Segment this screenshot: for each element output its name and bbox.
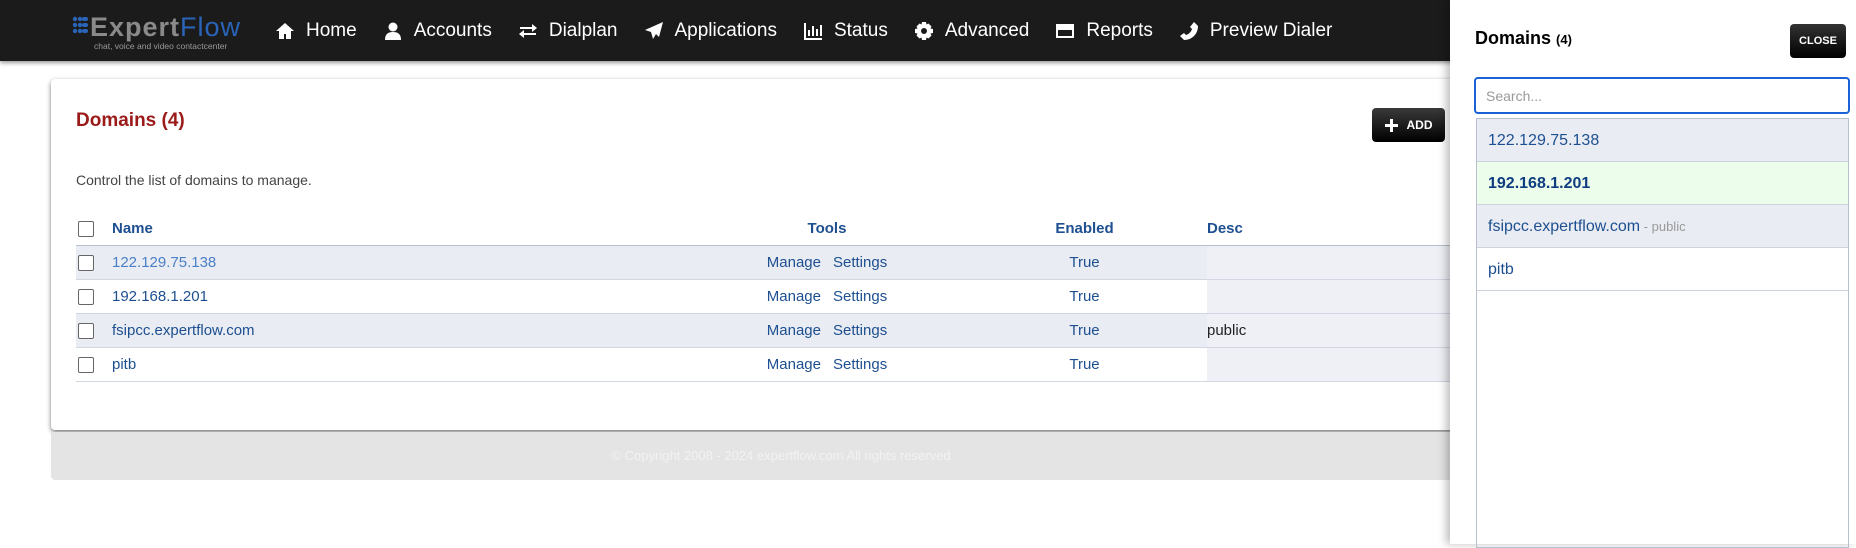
domains-table: Name Tools Enabled Desc 122.129.75.138 M… — [76, 213, 1476, 382]
domain-list: 122.129.75.138 192.168.1.201 fsipcc.expert… — [1476, 118, 1849, 548]
domain-list-item[interactable]: fsipcc.expertflow.com - public — [1477, 205, 1848, 248]
settings-link[interactable]: Settings — [833, 253, 888, 271]
nav-advanced[interactable]: Advanced — [914, 19, 1030, 42]
table-header: Name Tools Enabled Desc — [76, 213, 1476, 246]
phone-icon — [1179, 21, 1198, 40]
domain-list-item[interactable]: 122.129.75.138 — [1477, 119, 1848, 162]
close-button[interactable]: CLOSE — [1790, 24, 1846, 58]
domain-name-link[interactable]: 122.129.75.138 — [112, 253, 217, 271]
table-row: 122.129.75.138 Manage Settings True — [76, 245, 1476, 280]
enabled-value: True — [962, 347, 1207, 382]
nav-home[interactable]: Home — [275, 20, 357, 42]
table-row: fsipcc.expertflow.com Manage Settings Tru… — [76, 313, 1476, 348]
col-name[interactable]: Name — [112, 213, 692, 246]
settings-link[interactable]: Settings — [833, 287, 888, 305]
description-value — [1207, 347, 1476, 382]
manage-link[interactable]: Manage — [766, 287, 821, 305]
nav-label: Accounts — [413, 19, 492, 41]
nav-dialplan[interactable]: Dialplan — [518, 20, 618, 42]
panel-title-text: Domains — [1475, 28, 1552, 48]
manage-link[interactable]: Manage — [766, 321, 821, 339]
nav-label: Advanced — [944, 19, 1030, 41]
domain-item-name: fsipcc.expertflow.com — [1488, 218, 1641, 235]
domain-name-link[interactable]: pitb — [112, 355, 137, 373]
domain-list-item[interactable]: 192.168.1.201 — [1477, 162, 1848, 205]
nav-accounts[interactable]: Accounts — [383, 20, 492, 42]
nav-label: Status — [833, 19, 888, 41]
footer-copyright: © Copyright 2008 - 2024 expertflow.com A… — [51, 432, 1511, 480]
panel-title: Domains (4) — [1475, 28, 1572, 49]
domain-name-link[interactable]: 192.168.1.201 — [112, 287, 208, 305]
table-row: 192.168.1.201 Manage Settings True — [76, 279, 1476, 314]
enabled-value: True — [962, 313, 1207, 348]
nav-label: Applications — [674, 19, 777, 41]
nav-status[interactable]: Status — [803, 20, 888, 42]
manage-link[interactable]: Manage — [766, 253, 821, 271]
domain-item-name: 122.129.75.138 — [1488, 132, 1600, 149]
domains-card: Domains (4) ADD Control the list of doma… — [51, 79, 1511, 430]
main-menu: Home Accounts Dialplan Applications Stat… — [275, 0, 1332, 61]
select-all-checkbox[interactable] — [78, 221, 94, 238]
gear-icon — [914, 21, 933, 40]
bar-chart-icon — [803, 22, 822, 40]
domain-item-name: pitb — [1488, 261, 1514, 278]
col-enabled[interactable]: Enabled — [962, 213, 1207, 246]
domain-list-item[interactable]: pitb — [1477, 248, 1848, 291]
logo-text-expert: Expert — [90, 12, 181, 42]
domain-item-name: 192.168.1.201 — [1488, 175, 1591, 192]
plus-icon — [1384, 118, 1398, 132]
page-description: Control the list of domains to manage. — [76, 172, 312, 188]
page-title: Domains (4) — [76, 110, 185, 131]
domain-selector-panel: Domains (4) CLOSE 122.129.75.138 192.168.… — [1450, 0, 1856, 548]
exchange-icon — [518, 23, 537, 38]
nav-label: Dialplan — [548, 19, 618, 41]
domain-search-input[interactable] — [1474, 77, 1850, 114]
nav-label: Reports — [1086, 19, 1153, 41]
domain-item-desc: - public — [1640, 219, 1686, 234]
row-checkbox[interactable] — [78, 322, 94, 339]
enabled-value: True — [962, 245, 1207, 280]
user-icon — [384, 22, 401, 40]
nav-applications[interactable]: Applications — [644, 20, 777, 42]
paper-plane-icon — [644, 21, 663, 39]
enabled-value: True — [962, 279, 1207, 314]
nav-preview-dialer[interactable]: Preview Dialer — [1179, 20, 1332, 42]
add-label: ADD — [1406, 118, 1433, 132]
description-value — [1207, 245, 1476, 280]
row-checkbox[interactable] — [78, 356, 94, 373]
manage-link[interactable]: Manage — [766, 355, 821, 373]
nav-label: Preview Dialer — [1209, 19, 1333, 41]
col-description[interactable]: Desc — [1207, 213, 1476, 246]
logo-dots-icon — [72, 16, 88, 34]
row-checkbox[interactable] — [78, 288, 94, 305]
row-checkbox[interactable] — [78, 254, 94, 271]
description-value: public — [1207, 313, 1476, 348]
logo-tagline: chat, voice and video contactcenter — [94, 41, 228, 51]
home-icon — [276, 22, 294, 39]
nav-reports[interactable]: Reports — [1055, 20, 1153, 42]
col-tools: Tools — [692, 213, 962, 246]
settings-link[interactable]: Settings — [833, 355, 888, 373]
domain-name-link[interactable]: fsipcc.expertflow.com — [112, 321, 255, 339]
logo-text-flow: Flow — [180, 12, 242, 42]
add-domain-button[interactable]: ADD — [1372, 108, 1445, 142]
card-icon — [1056, 23, 1075, 38]
description-value — [1207, 279, 1476, 314]
settings-link[interactable]: Settings — [833, 321, 888, 339]
table-row: pitb Manage Settings True — [76, 347, 1476, 382]
panel-count: (4) — [1556, 32, 1572, 47]
nav-label: Home — [306, 19, 357, 41]
